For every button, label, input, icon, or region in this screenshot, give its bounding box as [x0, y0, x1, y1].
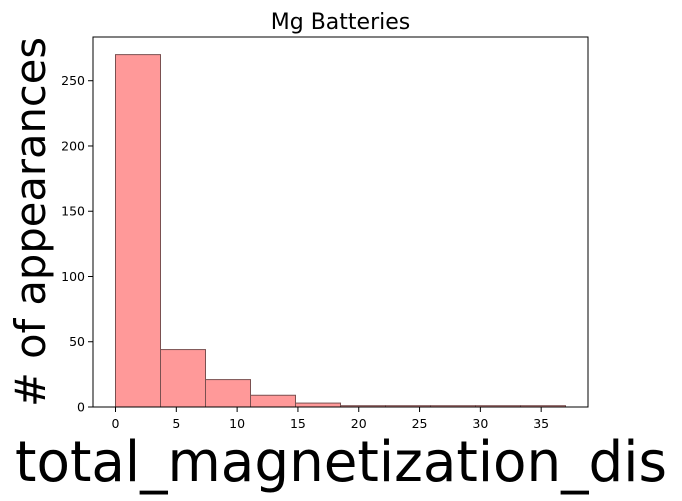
- x-tick-label: 20: [351, 416, 367, 431]
- y-tick-label: 250: [61, 73, 85, 88]
- x-tick-label: 25: [412, 416, 428, 431]
- x-tick-label: 30: [472, 416, 488, 431]
- histogram-bar: [115, 54, 161, 408]
- histogram-bar: [250, 394, 296, 408]
- y-axis-label: # of appearances: [6, 37, 55, 407]
- plot-frame: [92, 36, 589, 408]
- histogram-bar: [160, 349, 206, 408]
- x-tick-label: 35: [533, 416, 549, 431]
- y-tick-label: 150: [61, 204, 85, 219]
- x-tick-label: 0: [112, 416, 120, 431]
- bars-layer: [115, 54, 566, 408]
- y-axis-ticks: 0 50 100 150 200 250: [61, 73, 93, 415]
- y-tick-label: 100: [61, 269, 85, 284]
- y-tick-label: 200: [61, 138, 85, 153]
- x-tick-label: 10: [229, 416, 245, 431]
- x-tick-label: 5: [172, 416, 180, 431]
- x-axis-ticks: 0 5 10 15 20 25 30 35: [112, 407, 549, 431]
- histogram-bar: [295, 402, 341, 408]
- x-axis-label: total_magnetization_dis: [15, 430, 667, 495]
- y-tick-label: 0: [77, 400, 85, 415]
- histogram-bar: [205, 379, 251, 408]
- x-tick-label: 15: [290, 416, 306, 431]
- chart-title: Mg Batteries: [271, 10, 410, 35]
- y-tick-label: 50: [69, 334, 85, 349]
